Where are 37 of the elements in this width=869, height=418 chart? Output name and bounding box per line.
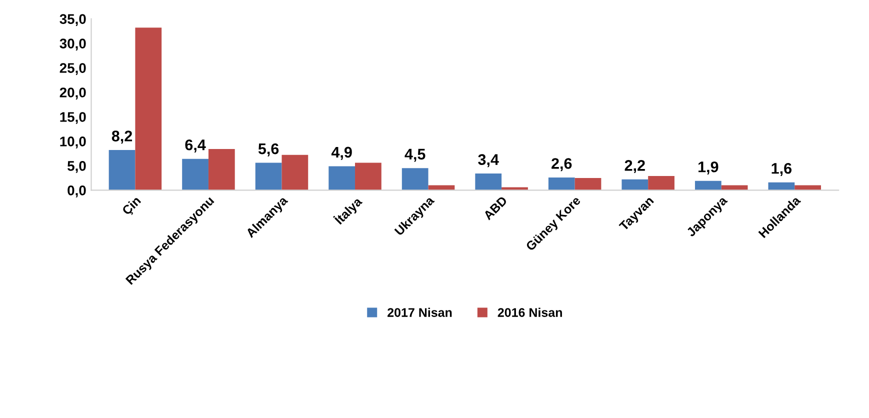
y-tick-label: 20,0: [60, 88, 86, 100]
bar: [328, 166, 356, 190]
bar: [648, 176, 674, 190]
y-tick-label: 10,0: [60, 136, 86, 148]
data-label: 5,6: [258, 143, 279, 156]
bar: [108, 150, 136, 190]
bar: [548, 177, 575, 190]
y-tick-label: 15,0: [60, 112, 86, 124]
bar: [475, 174, 502, 190]
bar: [622, 179, 648, 190]
y-tick-label: 0,0: [68, 186, 86, 198]
data-label: 2,6: [552, 158, 572, 172]
bar: [694, 180, 722, 190]
bar: [355, 162, 382, 190]
legend-label: 2017 Nisan: [388, 308, 452, 317]
bar: [182, 158, 208, 190]
bar: [574, 178, 602, 190]
legend-label: 2016 Nisan: [498, 308, 562, 317]
y-tick-label: 25,0: [60, 63, 86, 75]
data-label: 2,2: [624, 160, 645, 174]
bar: [135, 28, 162, 190]
data-label: 1,9: [698, 161, 718, 175]
data-label: 4,5: [404, 148, 426, 162]
bar: [768, 182, 795, 190]
data-label: 4,9: [331, 146, 352, 160]
data-label: 3,4: [478, 154, 499, 168]
bar: [402, 168, 428, 190]
data-label: 8,2: [112, 130, 132, 144]
y-tick-label: 35,0: [60, 14, 86, 26]
x-tick-label: Çin: [121, 196, 143, 218]
data-label: 6,4: [185, 139, 206, 152]
data-label: 1,6: [772, 162, 792, 176]
y-tick-label: 5,0: [68, 161, 86, 173]
bar: [255, 162, 282, 190]
bar: [208, 149, 235, 190]
bar: [282, 154, 308, 190]
y-tick-label: 30,0: [60, 38, 86, 50]
